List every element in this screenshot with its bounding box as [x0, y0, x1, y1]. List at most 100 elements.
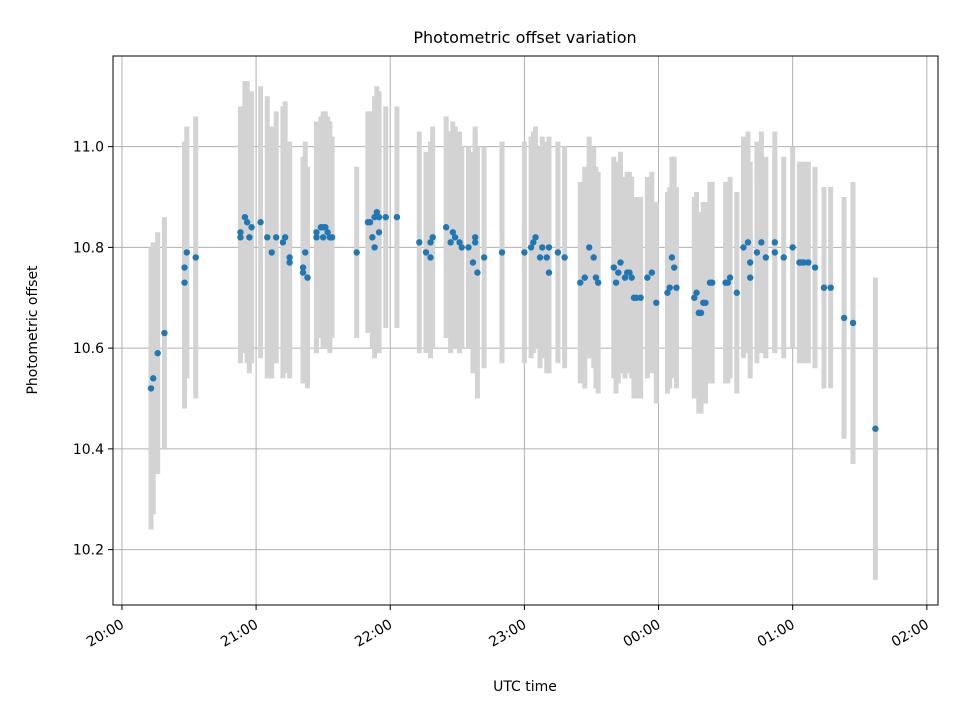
data-point: [371, 213, 378, 221]
data-point: [621, 274, 629, 281]
data-point: [849, 319, 857, 327]
data-point: [594, 279, 602, 286]
data-point: [536, 254, 544, 261]
data-point: [758, 239, 765, 246]
data-point: [422, 249, 430, 256]
data-point: [670, 264, 678, 271]
data-point: [154, 349, 161, 357]
data-point: [527, 244, 535, 251]
data-point: [554, 249, 562, 256]
data-point: [666, 284, 673, 291]
data-point: [532, 234, 539, 241]
x-tick-label: 20:00: [84, 617, 127, 651]
x-tick-label: 01:00: [755, 617, 798, 651]
data-point: [302, 249, 309, 256]
data-point: [753, 249, 761, 256]
data-point: [664, 289, 671, 296]
data-point: [592, 274, 600, 281]
data-point: [299, 269, 307, 276]
data-point: [299, 264, 307, 271]
data-point: [771, 239, 778, 246]
data-point: [805, 259, 812, 266]
data-point: [281, 234, 289, 241]
data-point: [771, 249, 778, 256]
data-point: [697, 309, 705, 317]
data-point: [612, 279, 620, 286]
data-point: [539, 244, 546, 251]
data-point: [586, 244, 593, 251]
data-point: [449, 229, 457, 236]
data-point: [581, 274, 588, 281]
data-points: [147, 208, 879, 432]
data-point: [521, 249, 528, 256]
data-point: [322, 224, 329, 231]
error-bars: [148, 81, 878, 580]
data-point: [628, 274, 635, 281]
data-point: [264, 234, 271, 241]
data-point: [800, 259, 808, 266]
data-point: [286, 254, 293, 261]
data-point: [375, 229, 383, 236]
data-point: [243, 219, 251, 226]
x-tick-label: 02:00: [889, 617, 932, 651]
data-point: [237, 229, 244, 236]
x-axis-label: UTC time: [493, 679, 557, 695]
y-tick-label: 10.2: [73, 543, 104, 559]
data-point: [237, 234, 244, 241]
data-point: [161, 329, 168, 337]
data-point: [530, 239, 537, 246]
data-point: [708, 279, 716, 286]
data-point: [637, 294, 644, 301]
data-point: [691, 294, 698, 301]
data-point: [183, 249, 190, 256]
data-point: [543, 254, 550, 261]
data-point: [827, 284, 834, 291]
data-point: [393, 213, 401, 221]
data-point: [820, 284, 828, 291]
data-point: [304, 274, 311, 281]
data-point: [246, 234, 253, 241]
data-point: [268, 249, 275, 256]
data-point: [150, 375, 157, 382]
data-point: [762, 254, 770, 261]
data-point: [733, 289, 740, 296]
data-point: [632, 294, 640, 301]
data-point: [746, 274, 754, 281]
data-point: [416, 239, 423, 246]
data-point: [872, 425, 879, 432]
x-axis-ticks: 20:00 21:00 22:00 23:00 00:00 01:00 02:00: [84, 605, 932, 651]
x-tick-label: 22:00: [352, 617, 395, 651]
data-point: [610, 264, 618, 271]
data-point: [648, 269, 656, 276]
data-point: [626, 269, 633, 276]
data-point: [371, 244, 378, 251]
data-point: [780, 254, 787, 261]
data-point: [693, 289, 700, 296]
data-point: [313, 229, 320, 236]
data-point: [429, 234, 436, 241]
data-point: [673, 284, 680, 291]
data-point: [442, 224, 450, 231]
data-point: [498, 249, 506, 256]
data-point: [313, 234, 320, 241]
y-axis-ticks: 10.2 10.4 10.6 10.8 11.0: [73, 140, 113, 559]
y-tick-label: 10.6: [73, 341, 104, 357]
data-point: [328, 234, 336, 241]
data-point: [286, 259, 293, 266]
data-point: [458, 244, 465, 251]
data-point: [382, 213, 389, 221]
data-point: [811, 264, 819, 271]
data-point: [724, 279, 732, 286]
data-point: [366, 219, 374, 226]
data-point: [451, 234, 459, 241]
y-tick-label: 11.0: [73, 140, 104, 156]
data-point: [590, 254, 597, 261]
y-axis-label: Photometric offset: [25, 265, 41, 395]
data-point: [324, 229, 331, 236]
data-point: [353, 249, 360, 256]
data-point: [257, 219, 264, 226]
data-point: [248, 224, 255, 231]
data-point: [480, 254, 488, 261]
data-point: [241, 213, 249, 221]
